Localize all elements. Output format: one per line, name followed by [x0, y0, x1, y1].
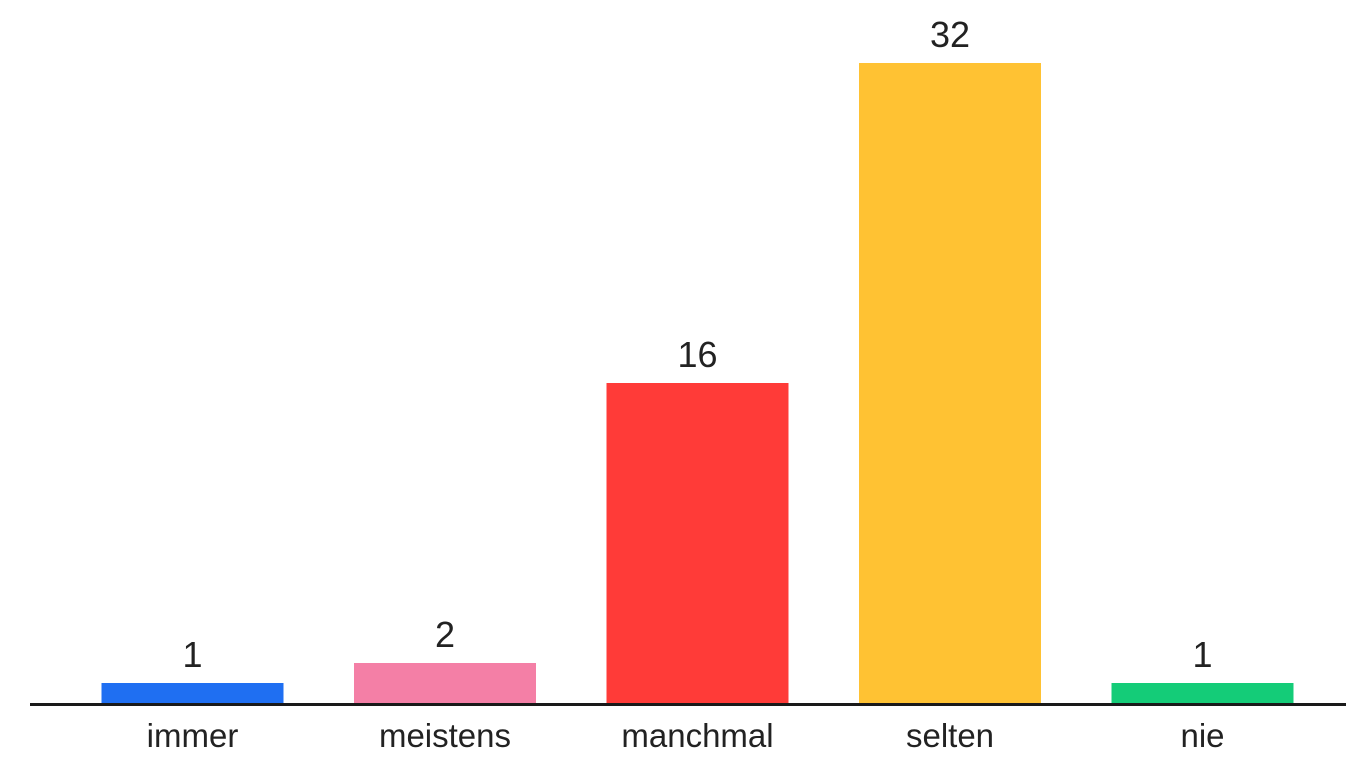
value-label-manchmal: 16	[677, 334, 717, 375]
x-tick-label-meistens: meistens	[379, 717, 511, 754]
x-tick-label-nie: nie	[1180, 717, 1224, 754]
bar-immer	[101, 683, 284, 703]
x-tick-label-manchmal: manchmal	[621, 717, 773, 754]
value-labels-group: 1 2 16 32 1	[182, 14, 1212, 675]
bar-manchmal	[606, 383, 789, 703]
x-tick-label-selten: selten	[906, 717, 994, 754]
bar-nie	[1111, 683, 1294, 703]
value-label-nie: 1	[1192, 634, 1212, 675]
value-label-meistens: 2	[435, 614, 455, 655]
value-label-selten: 32	[930, 14, 970, 55]
bars-group	[101, 63, 1294, 703]
bar-selten	[859, 63, 1041, 703]
tick-labels-group: immer meistens manchmal selten nie	[147, 717, 1225, 754]
bar-meistens	[354, 663, 536, 703]
value-label-immer: 1	[182, 634, 202, 675]
x-tick-label-immer: immer	[147, 717, 239, 754]
